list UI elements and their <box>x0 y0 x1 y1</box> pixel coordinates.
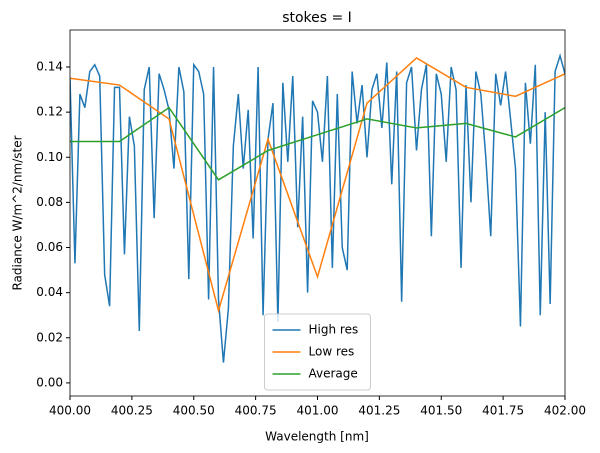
y-tick-label: 0.00 <box>36 375 63 389</box>
series-line <box>70 53 565 363</box>
series-line <box>70 57 565 314</box>
x-tick-label: 401.25 <box>358 404 400 418</box>
y-tick-label: 0.10 <box>36 150 63 164</box>
x-tick-label: 400.75 <box>235 404 277 418</box>
y-tick-label: 0.12 <box>36 105 63 119</box>
series-line <box>70 106 565 181</box>
legend-label: High res <box>309 323 359 337</box>
y-tick-label: 0.14 <box>36 60 63 74</box>
chart-title: stokes = I <box>282 10 352 26</box>
x-tick-label: 400.00 <box>49 404 91 418</box>
x-tick-label: 401.75 <box>482 404 524 418</box>
y-tick-label: 0.06 <box>36 240 63 254</box>
legend-label: Low res <box>309 345 355 359</box>
y-tick-label: 0.08 <box>36 195 63 209</box>
plot-frame <box>69 29 566 397</box>
y-axis-label: Radiance W/m^2/nm/ster <box>11 135 25 290</box>
legend-box <box>264 313 371 391</box>
x-axis-label: Wavelength [nm] <box>265 430 369 444</box>
x-tick-label: 400.25 <box>111 404 153 418</box>
x-tick-label: 402.00 <box>544 404 586 418</box>
y-tick-label: 0.02 <box>36 330 63 344</box>
x-tick-label: 401.50 <box>420 404 462 418</box>
y-tick-label: 0.04 <box>36 285 63 299</box>
x-tick-label: 400.50 <box>173 404 215 418</box>
legend-label: Average <box>309 367 358 381</box>
x-tick-label: 401.00 <box>297 404 339 418</box>
